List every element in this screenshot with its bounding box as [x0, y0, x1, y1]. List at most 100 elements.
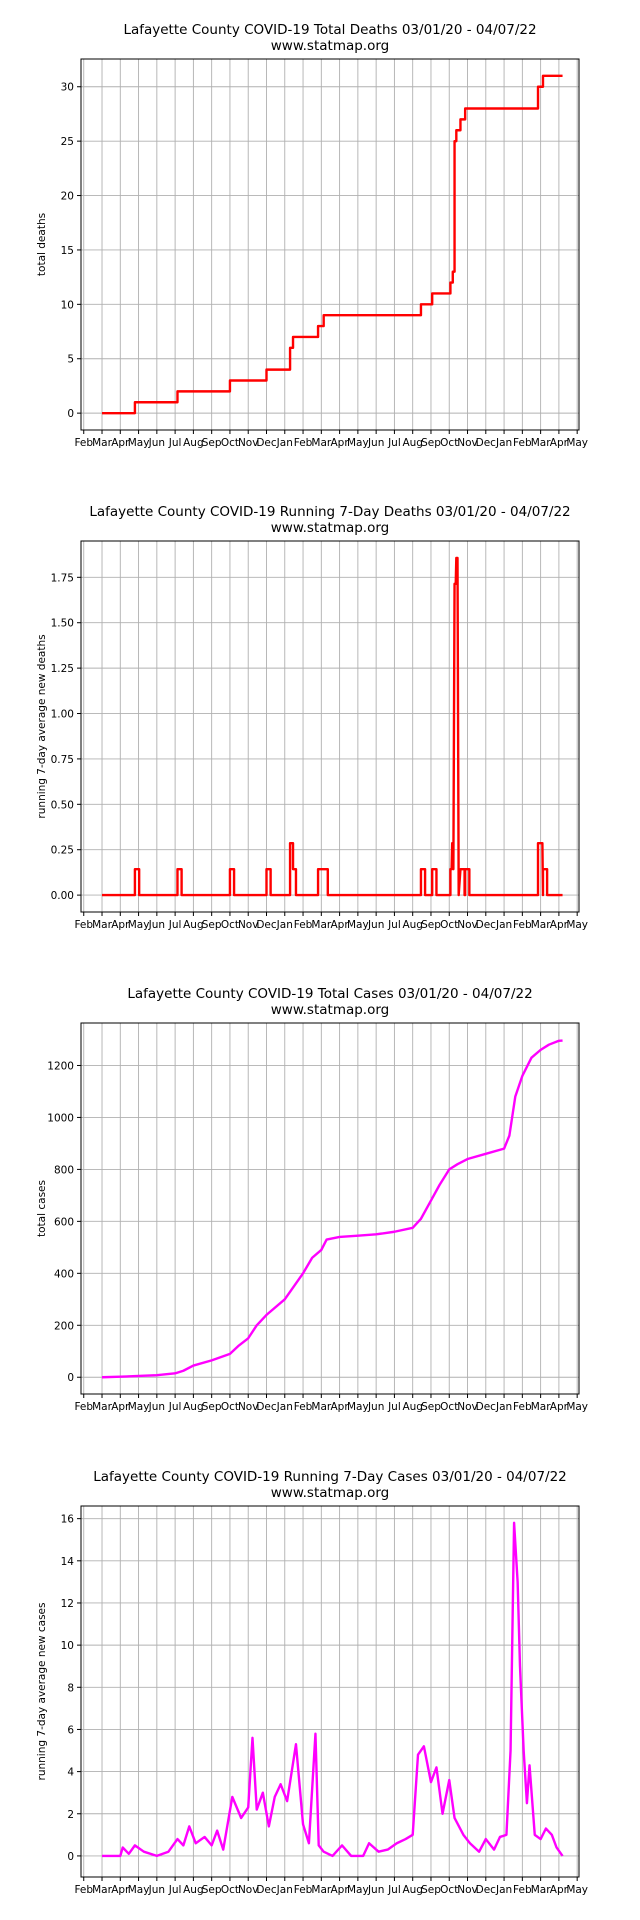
chart-subtitle: www.statmap.org [271, 1485, 390, 1501]
y-tick-label: 1200 [47, 1060, 74, 1072]
x-tick-label: Aug [183, 1401, 204, 1413]
x-tick-label: Sep [421, 1884, 441, 1896]
x-tick-label: Jul [387, 1884, 401, 1896]
x-tick-label: Dec [256, 919, 277, 931]
x-tick-label: Dec [256, 1884, 277, 1896]
y-tick-label: 1.50 [51, 618, 74, 630]
x-tick-label: May [128, 1884, 150, 1896]
x-tick-label: Apr [550, 1401, 569, 1413]
x-tick-label: Aug [402, 919, 423, 931]
x-tick-label: Apr [550, 1884, 569, 1896]
x-tick-label: Oct [221, 919, 239, 931]
x-tick-label: Mar [531, 1884, 551, 1896]
y-tick-label: 1000 [47, 1112, 74, 1124]
x-tick-label: Jul [168, 1401, 182, 1413]
y-tick-label: 200 [54, 1320, 74, 1332]
x-tick-label: Aug [183, 437, 204, 449]
x-tick-label: May [128, 919, 150, 931]
x-tick-label: May [566, 1401, 588, 1413]
x-tick-label: Oct [440, 1884, 458, 1896]
y-axis-label: total deaths [36, 213, 48, 276]
x-tick-label: Feb [74, 437, 93, 449]
x-tick-label: Jun [148, 1401, 165, 1413]
y-tick-label: 16 [61, 1514, 75, 1526]
x-tick-label: Dec [476, 919, 497, 931]
x-tick-label: Jan [495, 919, 512, 931]
x-tick-label: Mar [311, 1884, 331, 1896]
x-tick-label: Jun [367, 1401, 384, 1413]
x-tick-label: Feb [513, 437, 532, 449]
chart-panel-3: Lafayette County COVID-19 Total Cases 03… [36, 986, 588, 1413]
x-tick-label: Apr [550, 919, 569, 931]
series-line [102, 74, 563, 415]
x-tick-label: Jan [276, 1401, 293, 1413]
x-tick-label: Feb [294, 1401, 313, 1413]
y-tick-label: 8 [67, 1682, 74, 1694]
x-tick-label: Jul [168, 919, 182, 931]
plot-frame [80, 1022, 580, 1395]
x-tick-label: Feb [294, 1884, 313, 1896]
x-tick-label: Feb [74, 1401, 93, 1413]
x-tick-label: Oct [221, 437, 239, 449]
y-tick-label: 25 [61, 136, 74, 148]
chart-subtitle: www.statmap.org [271, 1002, 390, 1018]
x-tick-label: Jan [276, 1884, 293, 1896]
y-axis-label: running 7-day average new cases [36, 1603, 48, 1781]
y-tick-label: 800 [54, 1164, 74, 1176]
y-axis-label: running 7-day average new deaths [36, 634, 48, 818]
plot-frame [80, 1505, 580, 1878]
x-tick-label: Nov [238, 437, 259, 449]
x-tick-label: Oct [221, 1884, 239, 1896]
x-tick-label: Nov [457, 1884, 478, 1896]
x-tick-label: Mar [92, 437, 112, 449]
x-tick-label: Jun [367, 919, 384, 931]
x-tick-label: Jul [387, 919, 401, 931]
x-tick-label: Apr [111, 1401, 130, 1413]
chart-title: Lafayette County COVID-19 Total Cases 03… [127, 986, 532, 1002]
x-tick-label: Jun [367, 437, 384, 449]
x-tick-label: Jan [276, 919, 293, 931]
plot-frame [80, 58, 580, 431]
x-tick-label: Jul [387, 1401, 401, 1413]
x-tick-label: May [347, 1401, 369, 1413]
x-tick-label: Oct [221, 1401, 239, 1413]
x-tick-label: Jul [387, 437, 401, 449]
x-tick-label: Sep [202, 1884, 222, 1896]
y-tick-label: 12 [61, 1598, 74, 1610]
x-tick-label: Feb [74, 919, 93, 931]
x-tick-label: Jan [495, 1401, 512, 1413]
x-tick-label: Aug [183, 919, 204, 931]
y-tick-label: 15 [61, 245, 74, 257]
x-tick-label: Sep [202, 437, 222, 449]
x-tick-label: Mar [531, 919, 551, 931]
y-tick-label: 1.75 [51, 572, 74, 584]
y-tick-label: 10 [61, 299, 74, 311]
y-tick-label: 600 [54, 1216, 74, 1228]
x-tick-label: Jan [276, 437, 293, 449]
series-line [102, 1521, 564, 1858]
x-tick-label: Feb [294, 437, 313, 449]
x-tick-label: Mar [311, 437, 331, 449]
x-tick-label: Apr [331, 1884, 350, 1896]
x-tick-label: Aug [183, 1884, 204, 1896]
y-tick-label: 0.50 [51, 799, 74, 811]
x-tick-label: Jun [148, 1884, 165, 1896]
x-tick-label: Sep [421, 919, 441, 931]
x-tick-label: May [347, 919, 369, 931]
chart-title: Lafayette County COVID-19 Total Deaths 0… [123, 22, 536, 38]
x-tick-label: Feb [513, 1401, 532, 1413]
x-tick-label: Sep [421, 437, 441, 449]
x-tick-label: Apr [550, 437, 569, 449]
x-tick-label: Mar [92, 1401, 112, 1413]
x-tick-label: Dec [476, 437, 497, 449]
y-tick-label: 5 [67, 354, 74, 366]
y-tick-label: 0.75 [51, 754, 74, 766]
x-tick-label: Jan [495, 437, 512, 449]
y-tick-label: 4 [67, 1767, 74, 1779]
x-tick-label: May [566, 919, 588, 931]
x-tick-label: May [566, 437, 588, 449]
x-tick-label: Jun [148, 437, 165, 449]
x-tick-label: Nov [457, 1401, 478, 1413]
